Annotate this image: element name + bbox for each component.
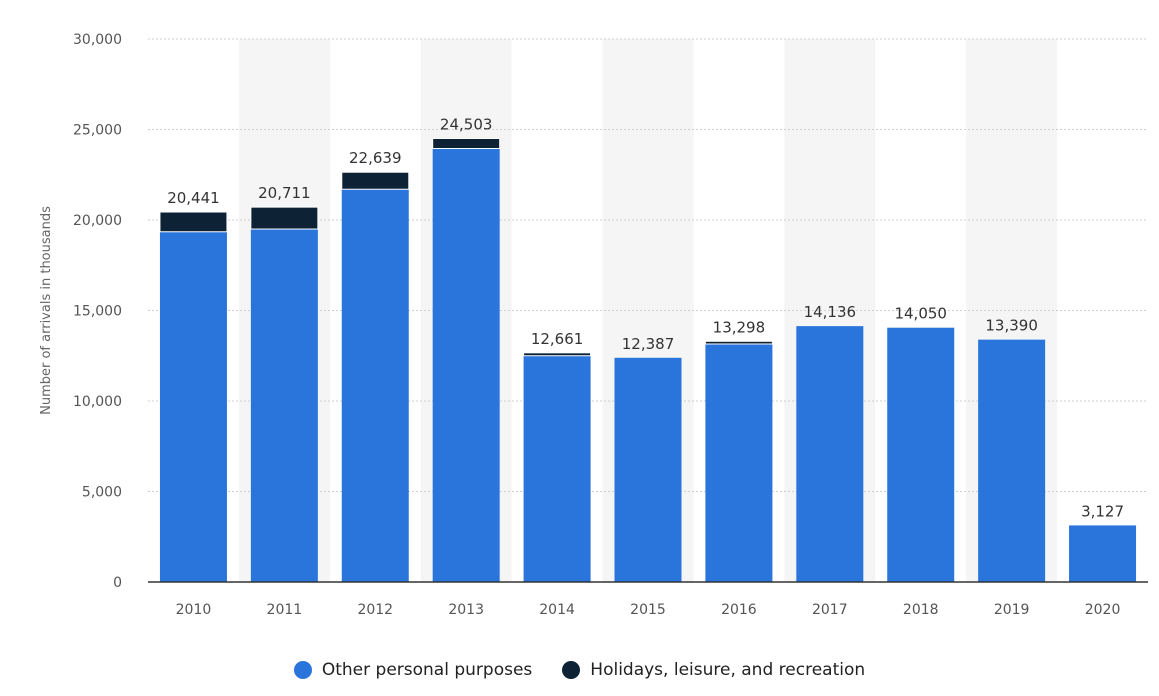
data-labels: 20,441 20,711 22,639 24,503 12,661 12,387 13,2… bbox=[167, 115, 1124, 520]
bar-chart: 0 5,000 10,000 15,000 20,000 25,000 30,000 20,… bbox=[39, 32, 1148, 618]
y-tick-label: 0 bbox=[113, 575, 122, 591]
data-label-2016: 13,298 bbox=[713, 318, 766, 336]
bars bbox=[159, 137, 1137, 583]
bar-other-personal-2018[interactable] bbox=[887, 327, 955, 582]
bar-other-personal-2015[interactable] bbox=[614, 357, 682, 582]
bar-holidays-2010[interactable] bbox=[159, 211, 228, 233]
bar-other-personal-2010[interactable] bbox=[159, 231, 227, 582]
legend-swatch-holidays bbox=[562, 661, 581, 679]
x-tick-label-2019: 2019 bbox=[994, 602, 1030, 618]
y-tick-label: 30,000 bbox=[73, 32, 122, 48]
x-tick-label-2011: 2011 bbox=[267, 602, 303, 618]
x-tick-label-2013: 2013 bbox=[448, 602, 484, 618]
y-axis-label: Number of arrivals in thousands bbox=[39, 206, 54, 415]
x-tick-label-2017: 2017 bbox=[812, 602, 848, 618]
bar-other-personal-2017[interactable] bbox=[796, 326, 864, 582]
bar-other-personal-2014[interactable] bbox=[523, 355, 591, 582]
y-axis-ticks: 0 5,000 10,000 15,000 20,000 25,000 30,000 bbox=[73, 32, 122, 591]
x-axis-ticks: 2010 2011 2012 2013 2014 2015 2016 2017 2018 2019… bbox=[176, 602, 1121, 618]
bar-holidays-2016[interactable] bbox=[704, 340, 773, 345]
y-tick-label: 10,000 bbox=[73, 394, 122, 410]
y-tick-label: 20,000 bbox=[73, 213, 122, 229]
bar-other-personal-2019[interactable] bbox=[978, 339, 1046, 582]
data-label-2011: 20,711 bbox=[258, 184, 311, 202]
data-label-2019: 13,390 bbox=[985, 317, 1038, 335]
bar-other-personal-2020[interactable] bbox=[1069, 525, 1137, 582]
data-label-2018: 14,050 bbox=[894, 305, 947, 323]
y-tick-label: 15,000 bbox=[73, 304, 122, 320]
bar-other-personal-2013[interactable] bbox=[432, 148, 500, 582]
x-tick-label-2010: 2010 bbox=[176, 602, 212, 618]
x-tick-label-2012: 2012 bbox=[357, 602, 393, 618]
data-label-2014: 12,661 bbox=[531, 330, 584, 348]
legend-label-holidays: Holidays, leisure, and recreation bbox=[590, 660, 866, 680]
data-label-2013: 24,503 bbox=[440, 115, 493, 133]
bar-holidays-2014[interactable] bbox=[523, 352, 592, 357]
x-tick-label-2018: 2018 bbox=[903, 602, 939, 618]
data-label-2010: 20,441 bbox=[167, 189, 220, 207]
legend: Other personal purposes Holidays, leisur… bbox=[0, 660, 1159, 680]
legend-item-other-personal[interactable]: Other personal purposes bbox=[293, 660, 533, 680]
data-label-2020: 3,127 bbox=[1081, 502, 1124, 520]
x-tick-label-2016: 2016 bbox=[721, 602, 757, 618]
data-label-2015: 12,387 bbox=[622, 335, 675, 353]
x-tick-label-2014: 2014 bbox=[539, 602, 575, 618]
bar-other-personal-2016[interactable] bbox=[705, 343, 773, 582]
bar-other-personal-2011[interactable] bbox=[250, 229, 318, 583]
bar-holidays-2013[interactable] bbox=[432, 137, 501, 150]
x-tick-label-2020: 2020 bbox=[1085, 602, 1121, 618]
data-label-2012: 22,639 bbox=[349, 149, 402, 167]
legend-label-other-personal: Other personal purposes bbox=[321, 660, 533, 680]
bar-other-personal-2012[interactable] bbox=[341, 189, 409, 583]
y-tick-label: 5,000 bbox=[82, 485, 122, 501]
legend-swatch-other-personal bbox=[293, 661, 312, 679]
x-tick-label-2015: 2015 bbox=[630, 602, 666, 618]
bar-holidays-2011[interactable] bbox=[250, 206, 319, 230]
legend-item-holidays[interactable]: Holidays, leisure, and recreation bbox=[562, 660, 865, 680]
data-label-2017: 14,136 bbox=[804, 303, 857, 321]
bar-holidays-2012[interactable] bbox=[341, 171, 410, 190]
y-tick-label: 25,000 bbox=[73, 123, 122, 139]
